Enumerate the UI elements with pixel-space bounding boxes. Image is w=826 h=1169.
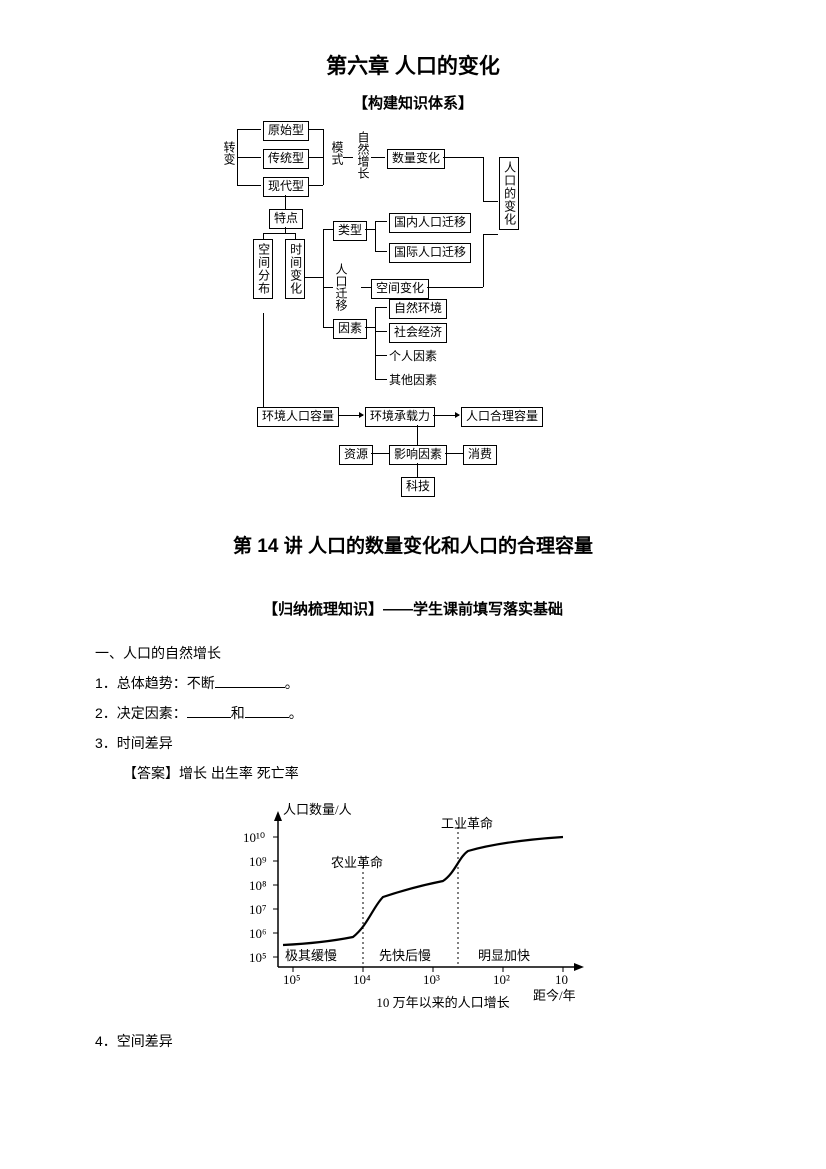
xtick-0: 10⁵ <box>283 972 301 988</box>
ytick-0: 10¹⁰ <box>243 830 265 846</box>
item-1-prefix: 1．总体趋势：不断 <box>95 675 215 691</box>
node-keji: 科技 <box>401 477 435 497</box>
ytick-3: 10⁷ <box>249 902 267 918</box>
label-gongye: 工业革命 <box>441 813 493 832</box>
node-shijianbianhua: 时间变化 <box>285 239 305 299</box>
node-leixing: 类型 <box>333 221 367 241</box>
node-shehuijingji: 社会经济 <box>389 323 447 343</box>
label-nongye: 农业革命 <box>331 852 383 871</box>
lecture-title: 第 14 讲 人口的数量变化和人口的合理容量 <box>95 531 731 558</box>
node-kongjianfenbu: 空间分布 <box>253 239 273 299</box>
node-gerenyinsu: 个人因素 <box>389 347 437 364</box>
item-2-suffix: 。 <box>289 705 303 721</box>
node-huanjingchengzaili: 环境承载力 <box>365 407 435 427</box>
concept-map: 原始型 传统型 现代型 转变 模式 自然增长 数量变化 人口的变化 特点 空间分… <box>203 121 623 501</box>
item-1: 1．总体趋势：不断 。 <box>95 669 731 697</box>
node-chuantong: 传统型 <box>263 149 309 169</box>
xtick-2: 10³ <box>423 972 440 988</box>
label-ziranzengzhang: 自然增长 <box>355 131 372 179</box>
node-yingxiangyinsu: 影响因素 <box>389 445 447 465</box>
node-guoneiqianyi: 国内人口迁移 <box>389 213 471 233</box>
node-guojiqianyi: 国际人口迁移 <box>389 243 471 263</box>
section-bracket-1: 【构建知识体系】 <box>95 92 731 113</box>
node-renkoubianhua: 人口的变化 <box>499 157 519 230</box>
label-renkouqianyi: 人口迁移 <box>333 263 350 311</box>
node-xiaofei: 消费 <box>463 445 497 465</box>
ytick-2: 10⁸ <box>249 878 267 894</box>
blank-2[interactable] <box>187 704 231 718</box>
label-moshi: 模式 <box>329 141 346 165</box>
node-huanjingrenkourongliang: 环境人口容量 <box>257 407 339 427</box>
node-tedian: 特点 <box>269 209 303 229</box>
label-region3: 明显加快 <box>478 945 530 964</box>
xtick-1: 10⁴ <box>353 972 371 988</box>
node-renkouhelirongliang: 人口合理容量 <box>461 407 543 427</box>
body-text: 一、人口的自然增长 1．总体趋势：不断。 2．决定因素：和。 3．时间差异 【答… <box>95 639 731 787</box>
answer-line: 【答案】增长 出生率 死亡率 <box>123 759 731 787</box>
blank-3[interactable] <box>245 704 289 718</box>
label-region2: 先快后慢 <box>379 945 431 964</box>
body-text-2: 4．空间差异 <box>95 1027 731 1055</box>
item-3: 3．时间差异 <box>95 729 731 757</box>
ytick-1: 10⁹ <box>249 854 267 870</box>
item-4: 4．空间差异 <box>95 1027 731 1055</box>
chart-ylabel: 人口数量/人 <box>283 799 352 818</box>
chapter-title: 第六章 人口的变化 <box>95 50 731 80</box>
item-2: 2．决定因素： 和 。 <box>95 699 731 727</box>
section-bracket-2: 【归纳梳理知识】——学生课前填写落实基础 <box>95 598 731 619</box>
ytick-4: 10⁶ <box>249 926 267 942</box>
node-xiandai: 现代型 <box>263 177 309 197</box>
node-qitayinsu: 其他因素 <box>389 371 437 388</box>
label-region1: 极其缓慢 <box>285 945 337 964</box>
item-1-suffix: 。 <box>285 675 299 691</box>
ytick-5: 10⁵ <box>249 950 267 966</box>
node-yinsu: 因素 <box>333 319 367 339</box>
xtick-3: 10² <box>493 972 510 988</box>
node-ziyuan: 资源 <box>339 445 373 465</box>
population-chart: 人口数量/人 10¹⁰ 10⁹ 10⁸ 10⁷ 10⁶ 10⁵ 10⁵ 10⁴ … <box>223 797 603 1007</box>
node-shuliangbianhua: 数量变化 <box>387 149 445 169</box>
blank-1[interactable] <box>215 674 285 688</box>
label-zhuanbian: 转变 <box>221 141 238 165</box>
heading-1: 一、人口的自然增长 <box>95 639 731 667</box>
chart-caption: 10 万年以来的人口增长 <box>343 992 543 1011</box>
item-2-mid: 和 <box>231 705 245 721</box>
item-2-prefix: 2．决定因素： <box>95 705 187 721</box>
node-kongjianbianhua: 空间变化 <box>371 279 429 299</box>
node-ziranhuanjing: 自然环境 <box>389 299 447 319</box>
node-yuanshi: 原始型 <box>263 121 309 141</box>
